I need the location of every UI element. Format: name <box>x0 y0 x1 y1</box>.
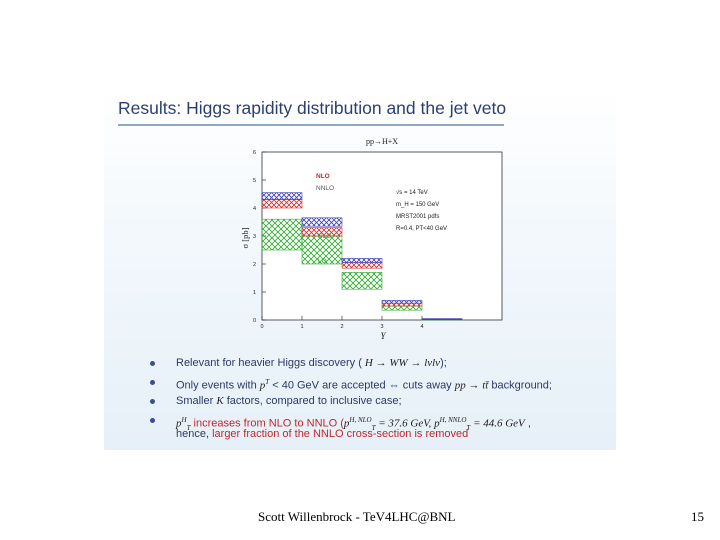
y-tick-label: 5 <box>253 178 256 184</box>
band-lo-bin-4 <box>381 305 423 311</box>
annotation-block: √s = 14 TeV m_H = 150 GeV MRST2001 pdfs … <box>396 189 447 232</box>
x-tick-label: 1 <box>300 324 303 330</box>
band-nlo-bin-1 <box>261 192 303 200</box>
x-tick-label: 0 <box>260 324 263 330</box>
bullet-dot <box>150 399 155 404</box>
band-nnlo-bin-3 <box>341 262 383 269</box>
bullet-math: p <box>434 417 440 430</box>
bullet-text-red: larger fraction of the NNLO cross-sectio… <box>212 428 469 440</box>
title-underline <box>118 124 504 126</box>
y-axis-label: σ [pb] <box>240 227 250 248</box>
bullet-text-red: increases from NLO to NNLO ( <box>190 417 344 430</box>
band-lo-bin-3 <box>341 272 383 290</box>
annotation-pdfs: MRST2001 pdfs <box>396 214 439 220</box>
bullet-math: = 37.6 GeV, <box>375 417 435 430</box>
bullet-math: p <box>259 379 266 392</box>
y-tick-label: 6 <box>253 150 256 156</box>
band-label-nlo: NLO <box>318 233 331 240</box>
bullet-text: < 40 GeV are accepted ⇔ cuts away <box>269 379 455 392</box>
bullet-text: Smaller <box>176 395 217 407</box>
bullet-text: Relevant for heavier Higgs discovery ( <box>176 357 365 369</box>
bullet-list: Relevant for heavier Higgs discovery ( H… <box>150 354 610 444</box>
x-tick-label: 3 <box>380 324 383 330</box>
legend-nlo: NLO <box>316 173 330 180</box>
bullet-math-sup: H <box>181 416 187 424</box>
x-tick-label: 4 <box>420 324 423 330</box>
bullet-math: p <box>343 417 350 430</box>
y-tick-label: 1 <box>253 290 256 296</box>
bullet-math-sup: H, NNLO <box>439 416 467 424</box>
annotation-cuts: R=0.4, PT<40 GeV <box>396 226 447 232</box>
y-tick-label: 2 <box>253 262 256 268</box>
rapidity-chart: pp→H+X σ [pb] Y 0 1 2 3 4 5 6 0 1 2 3 4 NLO NNLO √s… <box>240 137 503 341</box>
band-nlo-bin-2 <box>301 217 343 227</box>
annotation-sqrt-s: √s = 14 TeV <box>396 189 428 196</box>
page-number: 15 <box>691 509 704 524</box>
bullet-text: hence, <box>176 428 213 440</box>
chart-title: pp→H+X <box>366 137 398 146</box>
band-nlo-bin-4 <box>381 300 423 304</box>
bullet-math-sup: H, NLO <box>349 416 372 424</box>
annotation-higgs-mass: m_H = 150 GeV <box>396 202 439 208</box>
bullet-text: factors, compared to inclusive case; <box>223 395 402 407</box>
y-tick-label: 4 <box>253 206 256 212</box>
bullet-text: background; <box>488 379 552 392</box>
band-nnlo-bin-4 <box>381 302 423 307</box>
x-tick-label: 2 <box>340 324 343 330</box>
chart-marks: 0 1 2 3 4 5 6 0 1 2 3 4 <box>253 150 463 330</box>
bullet-math: K <box>216 395 224 407</box>
band-nnlo-bin-2 <box>301 227 343 237</box>
bullet-pt-increase: pHT increases from NLO to NNLO (pH, NLOT… <box>150 411 610 432</box>
slide-title: Results: Higgs rapidity distribution and… <box>118 98 507 118</box>
slide-image: Results: Higgs rapidity distribution and… <box>104 88 616 450</box>
bullet-math: pp → tt̄ <box>454 379 489 392</box>
bullet-text: , <box>524 417 531 430</box>
band-label-lo: LO <box>318 258 327 265</box>
bullet-k-factors: Smaller K factors, compared to inclusive… <box>150 392 610 411</box>
band-lo-bin-2 <box>301 235 343 265</box>
legend-nnlo: NNLO <box>316 185 334 192</box>
band-nlo-bin-3 <box>341 258 383 263</box>
bullet-jet-veto: Only events with pT < 40 GeV are accepte… <box>150 373 610 392</box>
y-tick-label: 0 <box>253 318 256 324</box>
bullet-math: H → WW → lνlν <box>364 357 441 369</box>
bullet-higgs-discovery: Relevant for heavier Higgs discovery ( H… <box>150 354 610 373</box>
bullet-text: Only events with <box>176 379 260 392</box>
y-tick-label: 3 <box>253 234 256 240</box>
bullet-math-sub: T <box>186 423 191 432</box>
bullet-math-sub: T <box>466 423 471 432</box>
bullet-math-sub: T <box>371 423 376 432</box>
bullet-text: ); <box>440 357 447 369</box>
band-nlo-bin-5 <box>421 318 463 320</box>
bullet-dot <box>150 361 155 366</box>
bullet-math: = 44.6 GeV <box>470 417 525 430</box>
bullet-continuation: hence, larger fraction of the NNLO cross… <box>150 425 610 444</box>
band-nnlo-bin-1 <box>261 199 303 209</box>
bullet-dot <box>150 380 155 385</box>
bullet-math: p <box>176 417 182 430</box>
footer-author: Scott Willenbrock - TeV4LHC@BNL <box>258 509 456 524</box>
bullet-dot <box>150 418 155 423</box>
bullet-math-sup: T <box>265 378 270 386</box>
x-axis-label: Y <box>380 331 386 341</box>
legend: NLO NNLO <box>316 173 334 192</box>
band-lo-bin-1 <box>261 218 303 251</box>
